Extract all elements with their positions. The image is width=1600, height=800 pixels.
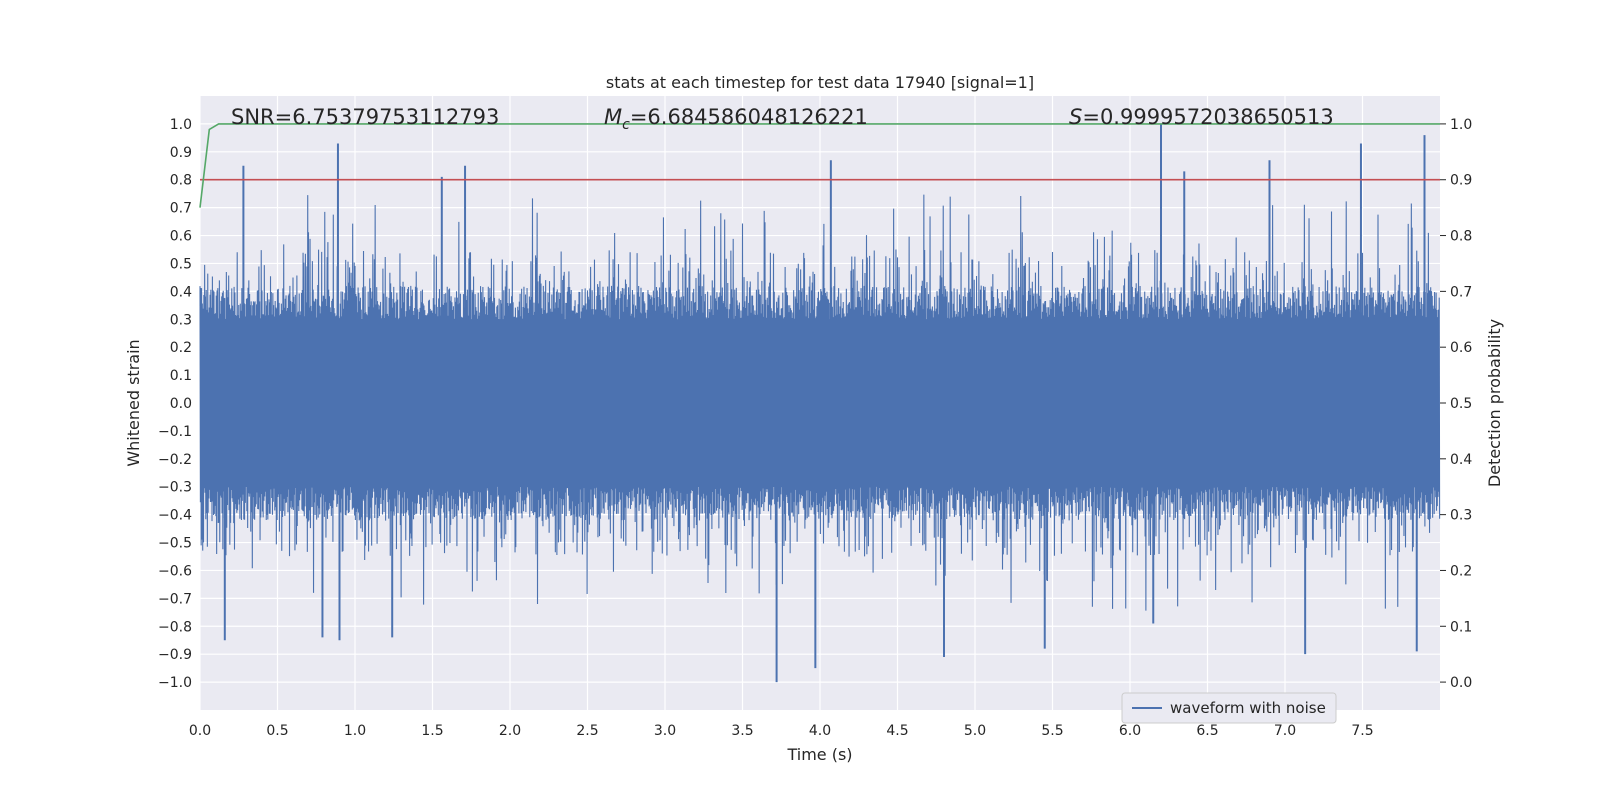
x-tick-label-11: 5.5 xyxy=(1041,723,1063,739)
y-axis-label: Whitened strain xyxy=(124,339,143,466)
y-tick-label-0: −1.0 xyxy=(158,675,192,691)
y2-tick-label-0: 0.0 xyxy=(1450,675,1472,691)
y-tick-label-1: −0.9 xyxy=(158,647,192,663)
y2-tick-label-9: 0.9 xyxy=(1450,173,1472,189)
y-tick-label-4: −0.6 xyxy=(158,563,192,579)
x-tick-label-12: 6.0 xyxy=(1119,723,1141,739)
y2-tick-label-10: 1.0 xyxy=(1450,117,1472,133)
x-tick-label-15: 7.5 xyxy=(1351,723,1373,739)
y-tick-label-3: −0.7 xyxy=(158,591,192,607)
x-tick-label-14: 7.0 xyxy=(1274,723,1296,739)
y2-tick-label-6: 0.6 xyxy=(1450,340,1472,356)
waveform-line xyxy=(199,194,1441,611)
y-tick-label-15: 0.5 xyxy=(170,256,192,272)
y-tick-label-17: 0.7 xyxy=(170,201,192,217)
y-tick-label-6: −0.4 xyxy=(158,508,192,524)
legend: waveform with noise xyxy=(1121,692,1337,724)
y2-tick-label-4: 0.4 xyxy=(1450,452,1472,468)
chart-title: stats at each timestep for test data 179… xyxy=(606,73,1034,92)
detection-probability-line xyxy=(199,123,1440,208)
waveform-series xyxy=(199,123,1441,683)
x-tick-label-1: 0.5 xyxy=(266,723,288,739)
probability-series xyxy=(199,123,1440,208)
x-tick-label-2: 1.0 xyxy=(344,723,366,739)
y-tick-label-19: 0.9 xyxy=(170,145,192,161)
y-tick-label-20: 1.0 xyxy=(170,117,192,133)
legend-entry: waveform with noise xyxy=(1170,699,1326,717)
left-axis: −1.0 −0.9 −0.8 −0.7 −0.6 −0.5 −0.4 −0.3 −0.2 −0.1… xyxy=(158,117,192,691)
x-tick-label-9: 4.5 xyxy=(886,723,908,739)
snr-annotation: SNR=6.75379753112793 xyxy=(231,105,499,129)
y2-tick-label-7: 0.7 xyxy=(1450,284,1472,300)
y2-tick-label-5: 0.5 xyxy=(1450,396,1472,412)
y2-axis-label: Detection probability xyxy=(1485,319,1504,487)
y2-tick-label-3: 0.3 xyxy=(1450,508,1472,524)
x-axis: 0.0 0.5 1.0 1.5 2.0 2.5 3.0 3.5 4.0 4.5 5.0 5.5 6.0 6… xyxy=(189,723,1374,739)
y2-tick-label-8: 0.8 xyxy=(1450,229,1472,245)
chirp-mass-annotation: Mc=6.684586048126221 xyxy=(604,105,868,133)
y-tick-label-14: 0.4 xyxy=(170,284,192,300)
y-tick-label-11: 0.1 xyxy=(170,368,192,384)
y-tick-label-2: −0.8 xyxy=(158,619,192,635)
y-tick-label-9: −0.1 xyxy=(158,424,192,440)
y-tick-label-8: −0.2 xyxy=(158,452,192,468)
x-axis-label: Time (s) xyxy=(786,745,852,764)
x-tick-label-5: 2.5 xyxy=(576,723,598,739)
y-tick-label-7: −0.3 xyxy=(158,480,192,496)
y-tick-label-16: 0.6 xyxy=(170,229,192,245)
x-tick-label-7: 3.5 xyxy=(731,723,753,739)
legend-box xyxy=(1121,692,1337,724)
y-tick-label-13: 0.3 xyxy=(170,312,192,328)
y2-tick-label-2: 0.2 xyxy=(1450,563,1472,579)
x-tick-label-8: 4.0 xyxy=(809,723,831,739)
y-tick-label-5: −0.5 xyxy=(158,536,192,552)
x-tick-label-3: 1.5 xyxy=(421,723,443,739)
x-tick-label-13: 6.5 xyxy=(1196,723,1218,739)
x-tick-label-10: 5.0 xyxy=(964,723,986,739)
x-tick-label-0: 0.0 xyxy=(189,723,211,739)
y-tick-label-12: 0.2 xyxy=(170,340,192,356)
x-tick-label-6: 3.0 xyxy=(654,723,676,739)
y-tick-label-18: 0.8 xyxy=(170,173,192,189)
y-tick-label-10: 0.0 xyxy=(170,396,192,412)
y2-tick-label-1: 0.1 xyxy=(1450,619,1472,635)
right-axis: 0.0 0.1 0.2 0.3 0.4 0.5 0.6 0.7 0.8 0.9 1.0 xyxy=(1440,117,1472,691)
x-tick-label-4: 2.0 xyxy=(499,723,521,739)
s-annotation: S=0.9999572038650513 xyxy=(1069,105,1334,129)
